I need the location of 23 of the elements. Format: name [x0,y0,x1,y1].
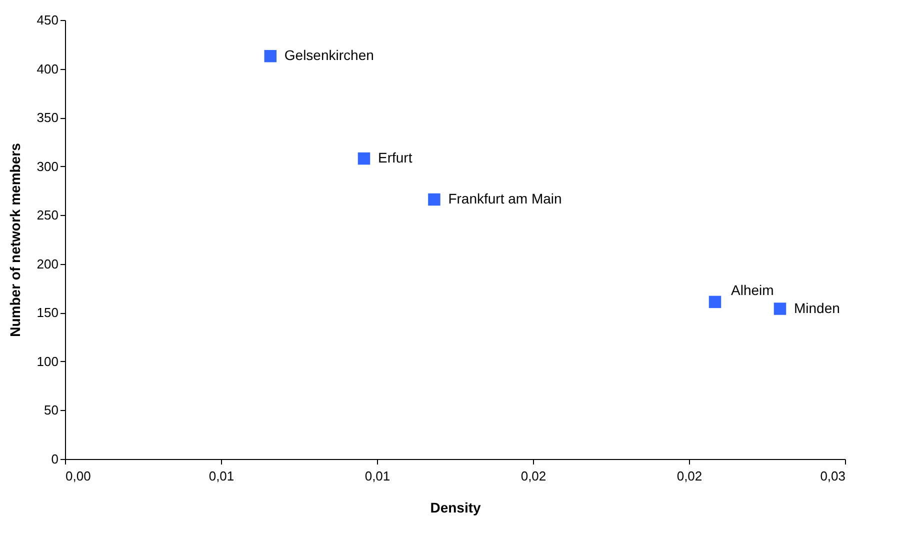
y-tick-label: 0 [51,452,58,466]
x-tick-label: 0,01 [364,468,390,484]
y-tick-label: 100 [36,354,58,369]
x-axis-title: Density [430,500,481,516]
y-tick-label: 250 [36,208,58,223]
x-tick-label: 0,00 [66,468,91,484]
y-tick-label: 150 [36,305,58,320]
annotation: Erfurt [378,150,412,166]
annotation: Minden [794,300,840,316]
y-tick-label: 450 [36,12,58,28]
x-tick-label: 0,02 [676,468,702,484]
annotation: Alheim [731,282,774,298]
y-tick-label: 350 [36,110,58,126]
x-tick-label: 0,03 [820,468,846,484]
annotation: Gelsenkirchen [284,47,374,64]
annotation: Frankfurt am Main [448,190,562,206]
x-tick-label: 0,01 [208,468,234,484]
y-axis-title: Number of network members [6,142,23,337]
x-tick-label: 0,02 [520,468,546,484]
y-tick-label: 300 [36,158,58,174]
y-tick-label: 50 [44,402,58,418]
y-tick-label: 400 [36,61,58,76]
y-tick-label: 200 [36,256,58,272]
